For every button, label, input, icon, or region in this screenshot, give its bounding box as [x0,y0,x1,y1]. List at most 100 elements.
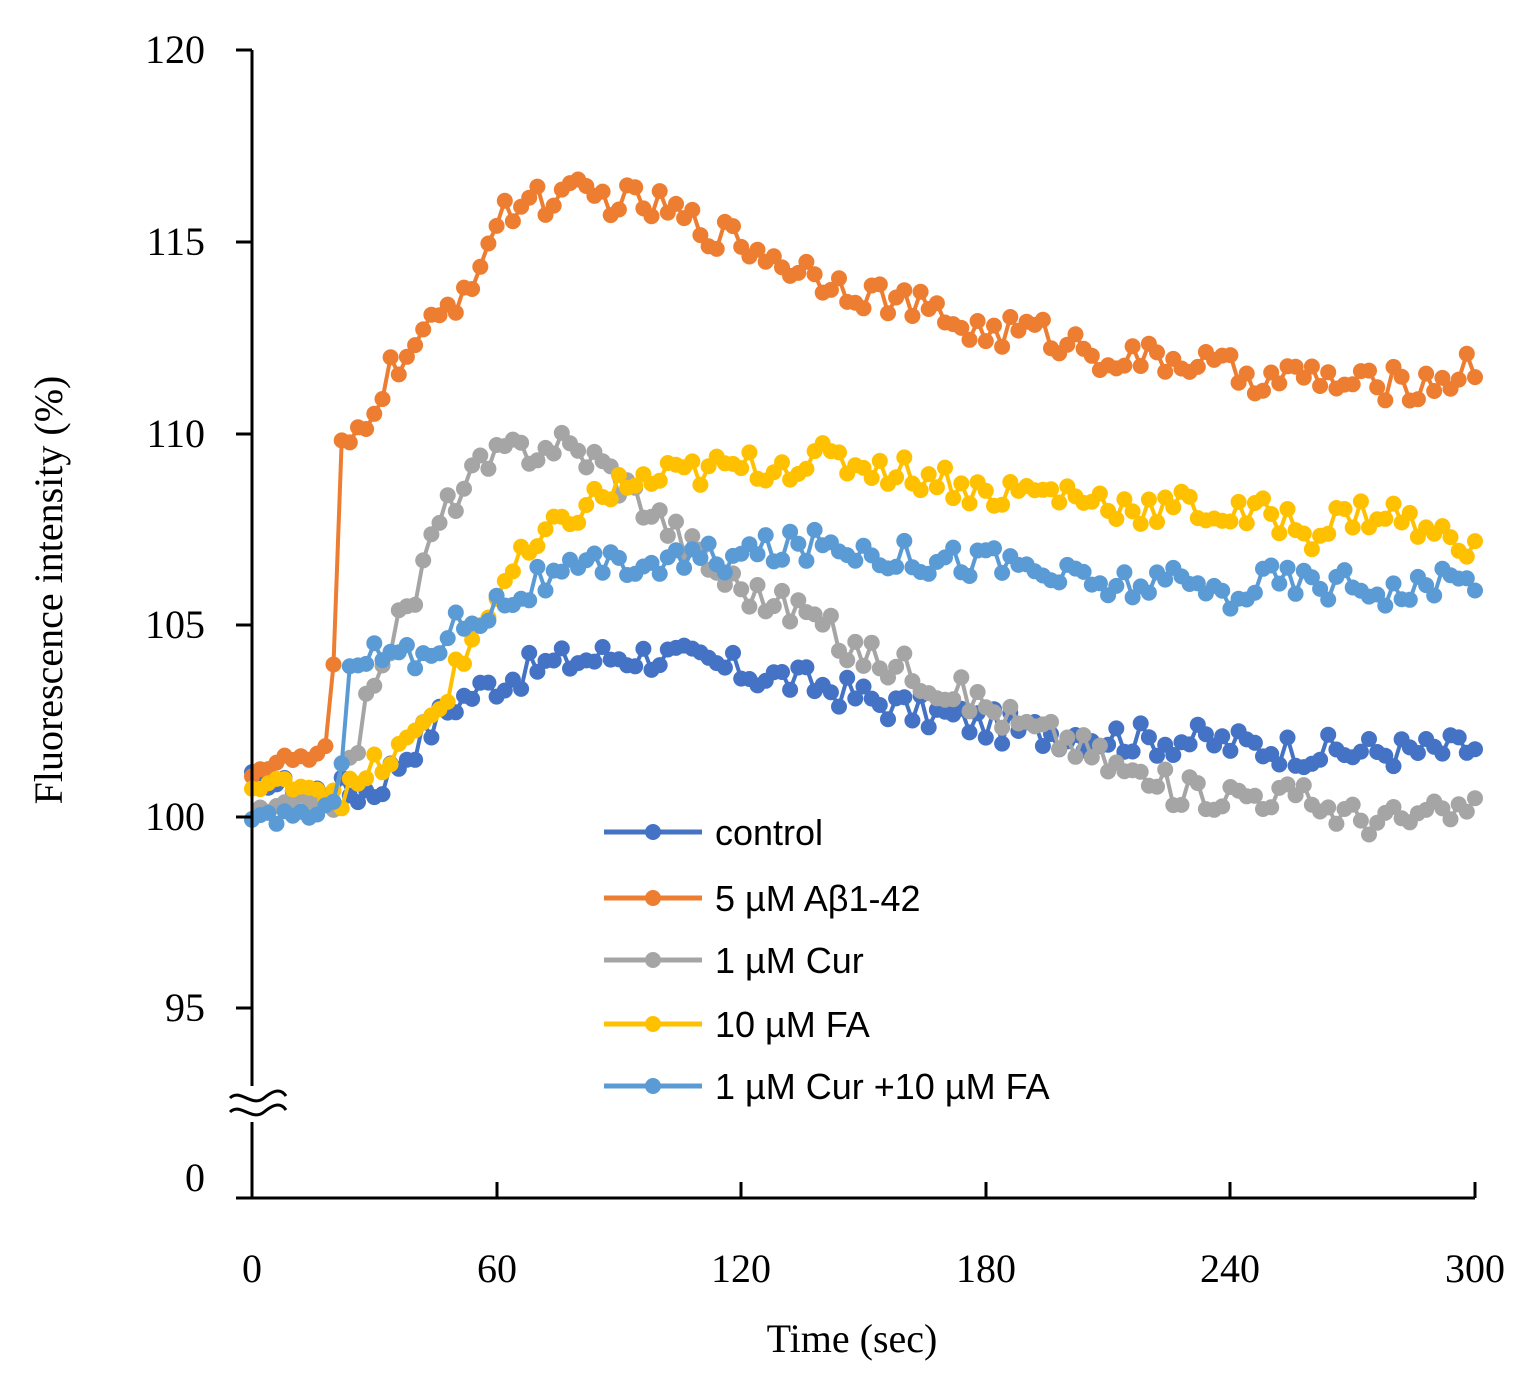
data-point [1149,747,1165,764]
legend-item: 10 µM FA [604,1004,870,1045]
data-point [684,201,701,218]
data-point [1165,499,1182,516]
data-point [1124,338,1141,355]
data-point [545,445,562,462]
data-point [847,690,864,707]
data-point [366,746,383,763]
data-point [1458,803,1475,820]
data-point [765,248,782,265]
data-point [1255,382,1271,399]
data-point [1344,796,1361,813]
data-point [700,535,717,552]
data-point [1320,525,1337,542]
data-point [716,576,733,593]
data-point [1279,501,1296,517]
data-point [610,467,627,483]
data-point [888,658,905,675]
data-point [602,491,619,508]
data-point [1295,525,1312,542]
data-point [1140,584,1157,601]
data-point [1377,597,1394,614]
data-point [1467,790,1483,807]
data-point [358,421,375,437]
data-point [415,552,432,569]
legend-label: 10 µM FA [715,1004,870,1045]
data-point [1108,577,1125,594]
data-point [1352,493,1369,510]
series-1 [244,171,1483,785]
data-point [480,235,497,252]
data-point [382,349,399,366]
x-tick-label: 120 [711,1246,771,1291]
data-point [1271,575,1288,592]
data-point [521,644,538,661]
x-tick-label: 60 [477,1246,517,1291]
data-point [407,337,424,354]
data-point [1385,495,1402,512]
data-point [1312,751,1329,768]
data-point [1091,485,1108,502]
data-point [733,460,750,477]
data-point [822,684,839,701]
data-point [831,270,847,287]
data-point [635,640,652,657]
x-axis-title: Time (sec) [767,1316,938,1361]
data-point [774,664,790,680]
data-point [1132,763,1149,780]
data-point [447,503,464,519]
data-point [643,554,660,571]
data-point [1132,515,1149,532]
data-point [847,552,864,569]
data-point [325,793,342,810]
data-point [863,470,880,486]
data-point [782,613,799,630]
data-point [1320,591,1337,608]
data-point [977,482,994,499]
data-point [1426,383,1443,399]
data-point [627,477,644,494]
data-point [1409,391,1426,408]
data-point [961,724,978,741]
data-point [341,434,358,451]
data-point [1434,518,1451,535]
data-point [382,756,399,773]
data-point [871,697,888,713]
data-point [1043,713,1059,730]
data-point [1344,519,1361,536]
data-point [1116,357,1133,374]
data-point [1214,798,1231,815]
data-point [423,729,440,746]
data-point [651,657,668,674]
data-point [684,453,701,470]
y-tick-label: 95 [165,985,205,1030]
data-point [1467,369,1483,386]
x-tick-label: 0 [242,1246,262,1291]
data-point [953,669,970,686]
data-point [986,540,1002,557]
data-point [1124,503,1141,520]
data-point [496,192,513,209]
data-point [1002,309,1019,325]
series-2 [244,424,1483,843]
data-point [1157,363,1174,380]
data-point [488,217,505,234]
data-point [358,655,375,672]
data-point [896,689,913,706]
data-point [733,581,750,598]
data-point [1401,591,1418,608]
data-point [725,218,741,235]
data-point [350,745,366,761]
data-point [407,751,424,768]
data-point [1450,371,1467,388]
data-point [1149,344,1165,361]
data-point [668,542,684,559]
data-point [1385,799,1402,815]
data-point [439,693,456,710]
data-point [880,305,896,322]
data-point [1279,559,1296,576]
data-point [529,558,546,575]
data-point [513,680,530,697]
data-point [1352,812,1369,829]
data-point [1002,698,1019,715]
data-point [1263,799,1280,816]
